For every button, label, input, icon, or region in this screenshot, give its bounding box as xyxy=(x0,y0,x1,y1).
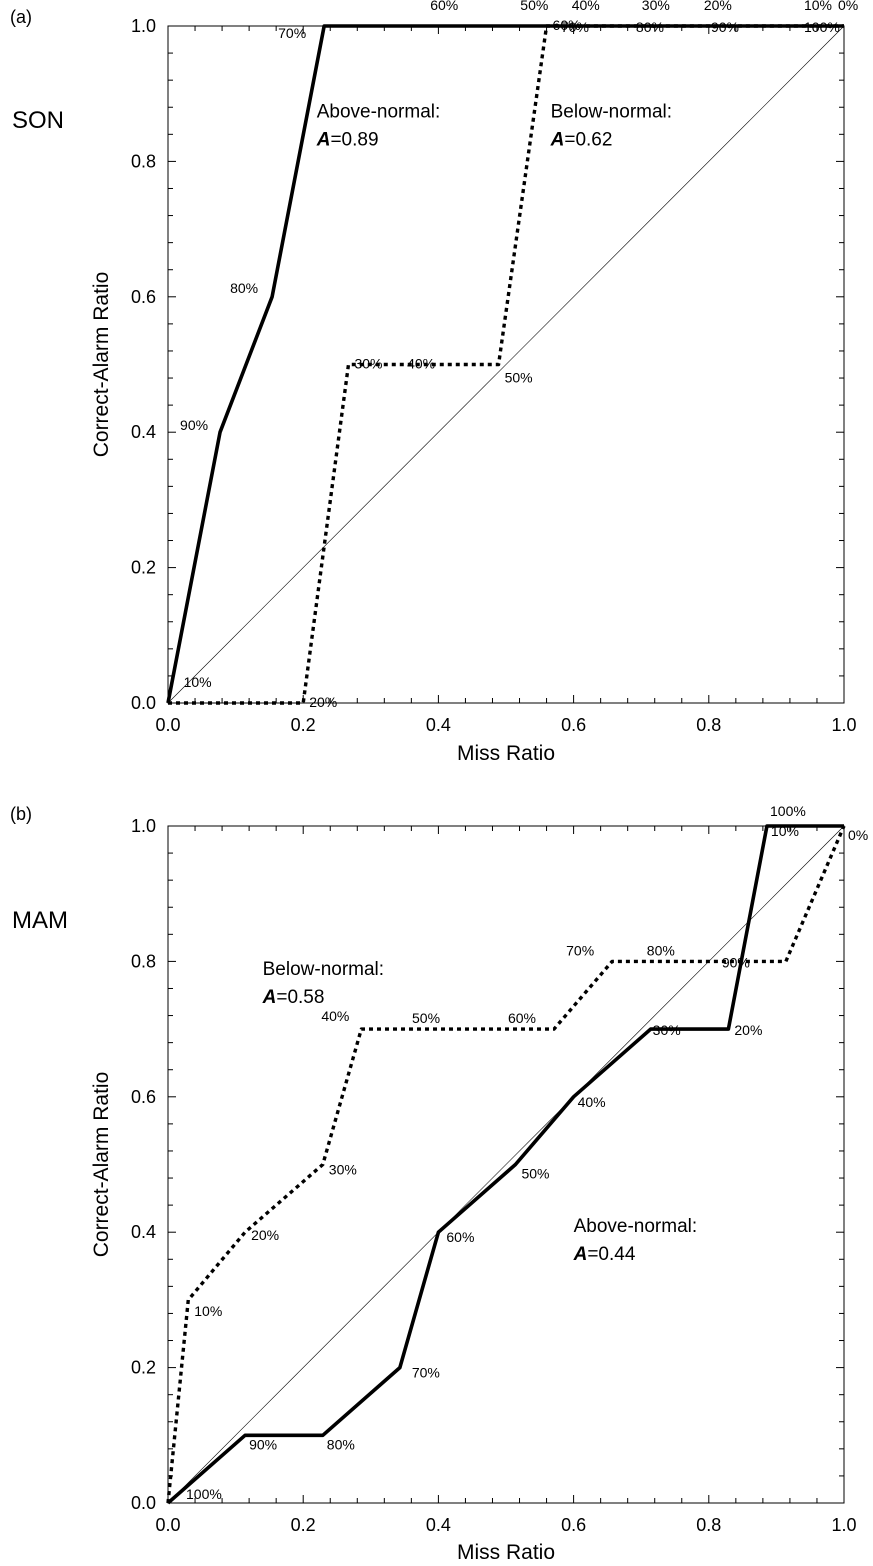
above-normal-threshold-label: 30% xyxy=(653,1022,681,1038)
below-normal-threshold-label: 80% xyxy=(636,19,664,35)
below-normal-threshold-label: 50% xyxy=(505,370,533,386)
y-tick-label: 0.6 xyxy=(131,287,156,307)
below-normal-threshold-label: 10% xyxy=(194,1303,222,1319)
below-normal-threshold-label: 50% xyxy=(412,1010,440,1026)
above-normal-threshold-label: 0% xyxy=(838,0,858,13)
below-normal-threshold-label: 90% xyxy=(711,19,739,35)
x-tick-label: 1.0 xyxy=(831,1515,856,1535)
above-normal-threshold-label: 50% xyxy=(520,0,548,13)
above-normal-threshold-label: 40% xyxy=(572,0,600,13)
score-symbol: A xyxy=(316,129,331,150)
above-normal-threshold-label: 90% xyxy=(180,417,208,433)
x-tick-label: 1.0 xyxy=(831,715,856,735)
below-normal-threshold-label: 20% xyxy=(309,694,337,710)
panel-label: (b) xyxy=(10,804,32,824)
y-tick-label: 0.0 xyxy=(131,1493,156,1513)
roc-panel-a: 0.0 0.2 0.4 0.6 0.8 1.0 0.0 0.2 0.4 0.6 0.8 1.0 Miss… xyxy=(10,0,858,765)
y-tick-label: 0.8 xyxy=(131,951,156,971)
score-symbol: A xyxy=(262,987,277,1008)
above-normal-threshold-label: 40% xyxy=(578,1094,606,1110)
above-normal-threshold-label: 70% xyxy=(278,25,306,41)
y-tick-label: 1.0 xyxy=(131,16,156,36)
below-normal-threshold-label: 100% xyxy=(804,19,840,35)
above-normal-threshold-label: 10% xyxy=(804,0,832,13)
below-normal-threshold-label: 80% xyxy=(647,942,675,958)
diagonal-reference-line xyxy=(167,825,845,1504)
below-normal-annotation-score: A=0.62 xyxy=(550,129,613,150)
y-tick-label: 0.2 xyxy=(131,558,156,578)
x-tick-label: 0.0 xyxy=(155,1515,180,1535)
score-value: =0.62 xyxy=(564,129,612,150)
below-normal-annotation-title: Below-normal: xyxy=(551,101,672,122)
above-normal-threshold-label: 60% xyxy=(446,1229,474,1245)
below-normal-threshold-label: 90% xyxy=(722,954,750,970)
below-normal-threshold-label: 60% xyxy=(508,1010,536,1026)
above-normal-annotation-score: A=0.89 xyxy=(316,129,379,150)
above-normal-threshold-label: 30% xyxy=(642,0,670,13)
y-tick-label: 0.0 xyxy=(131,693,156,713)
above-normal-annotation-title: Above-normal: xyxy=(317,101,441,122)
panel-label: (a) xyxy=(10,7,32,27)
score-value: =0.89 xyxy=(330,129,378,150)
below-normal-threshold-label: 30% xyxy=(329,1162,357,1178)
y-tick-label: 0.8 xyxy=(131,151,156,171)
y-axis-title: Correct-Alarm Ratio xyxy=(90,1072,113,1258)
below-normal-roc-curve xyxy=(166,825,846,1504)
above-normal-threshold-label: 70% xyxy=(412,1365,440,1381)
above-normal-threshold-label: 100% xyxy=(186,1486,222,1502)
below-normal-annotation-title: Below-normal: xyxy=(263,959,384,980)
below-normal-threshold-label: 60% xyxy=(553,17,581,33)
x-tick-label: 0.8 xyxy=(696,1515,721,1535)
x-tick-label: 0.4 xyxy=(426,715,451,735)
below-normal-annotation-score: A=0.58 xyxy=(262,987,325,1008)
score-value: =0.58 xyxy=(276,987,324,1008)
score-value: =0.44 xyxy=(587,1244,636,1265)
x-tick-label: 0.0 xyxy=(155,715,180,735)
above-normal-threshold-label: 20% xyxy=(704,0,732,13)
score-symbol: A xyxy=(573,1244,588,1265)
y-tick-label: 0.6 xyxy=(131,1087,156,1107)
above-normal-annotation-title: Above-normal: xyxy=(574,1216,698,1237)
season-label: MAM xyxy=(12,907,68,934)
above-normal-threshold-label: 60% xyxy=(430,0,458,13)
x-tick-label: 0.6 xyxy=(561,715,586,735)
y-axis-title: Correct-Alarm Ratio xyxy=(90,272,113,458)
below-normal-threshold-label: 100% xyxy=(770,803,806,819)
season-label: SON xyxy=(12,107,64,134)
y-tick-label: 0.2 xyxy=(131,1358,156,1378)
x-axis-title: Miss Ratio xyxy=(457,742,555,765)
y-tick-label: 1.0 xyxy=(131,816,156,836)
x-tick-label: 0.2 xyxy=(291,715,316,735)
diagonal-reference-line xyxy=(167,25,845,704)
roc-panel-b: 0.0 0.2 0.4 0.6 0.8 1.0 0.0 0.2 0.4 0.6 0.8 1.0 Miss… xyxy=(10,803,868,1564)
above-normal-threshold-label: 0% xyxy=(848,827,868,843)
x-tick-label: 0.6 xyxy=(561,1515,586,1535)
above-normal-threshold-label: 50% xyxy=(521,1166,549,1182)
score-symbol: A xyxy=(550,129,565,150)
above-normal-threshold-label: 20% xyxy=(734,1022,762,1038)
below-normal-threshold-label: 70% xyxy=(561,19,589,35)
above-normal-threshold-label: 80% xyxy=(327,1436,355,1452)
below-normal-roc-curve xyxy=(168,24,844,705)
plot-frame xyxy=(167,825,845,1504)
below-normal-threshold-label: 30% xyxy=(354,356,382,372)
below-normal-threshold-label: 70% xyxy=(566,942,594,958)
above-normal-threshold-label: 90% xyxy=(249,1436,277,1452)
x-tick-label: 0.4 xyxy=(426,1515,451,1535)
above-normal-annotation-score: A=0.44 xyxy=(573,1244,636,1265)
below-normal-threshold-label: 40% xyxy=(407,356,435,372)
x-tick-label: 0.2 xyxy=(291,1515,316,1535)
above-normal-threshold-label: 10% xyxy=(771,823,799,839)
x-axis-title: Miss Ratio xyxy=(457,1541,555,1564)
x-tick-label: 0.8 xyxy=(696,715,721,735)
y-tick-label: 0.4 xyxy=(131,422,156,442)
above-normal-threshold-label: 80% xyxy=(230,280,258,296)
y-tick-label: 0.4 xyxy=(131,1222,156,1242)
below-normal-threshold-label: 40% xyxy=(321,1008,349,1024)
below-normal-threshold-label: 10% xyxy=(184,674,212,690)
below-normal-threshold-label: 20% xyxy=(251,1227,279,1243)
